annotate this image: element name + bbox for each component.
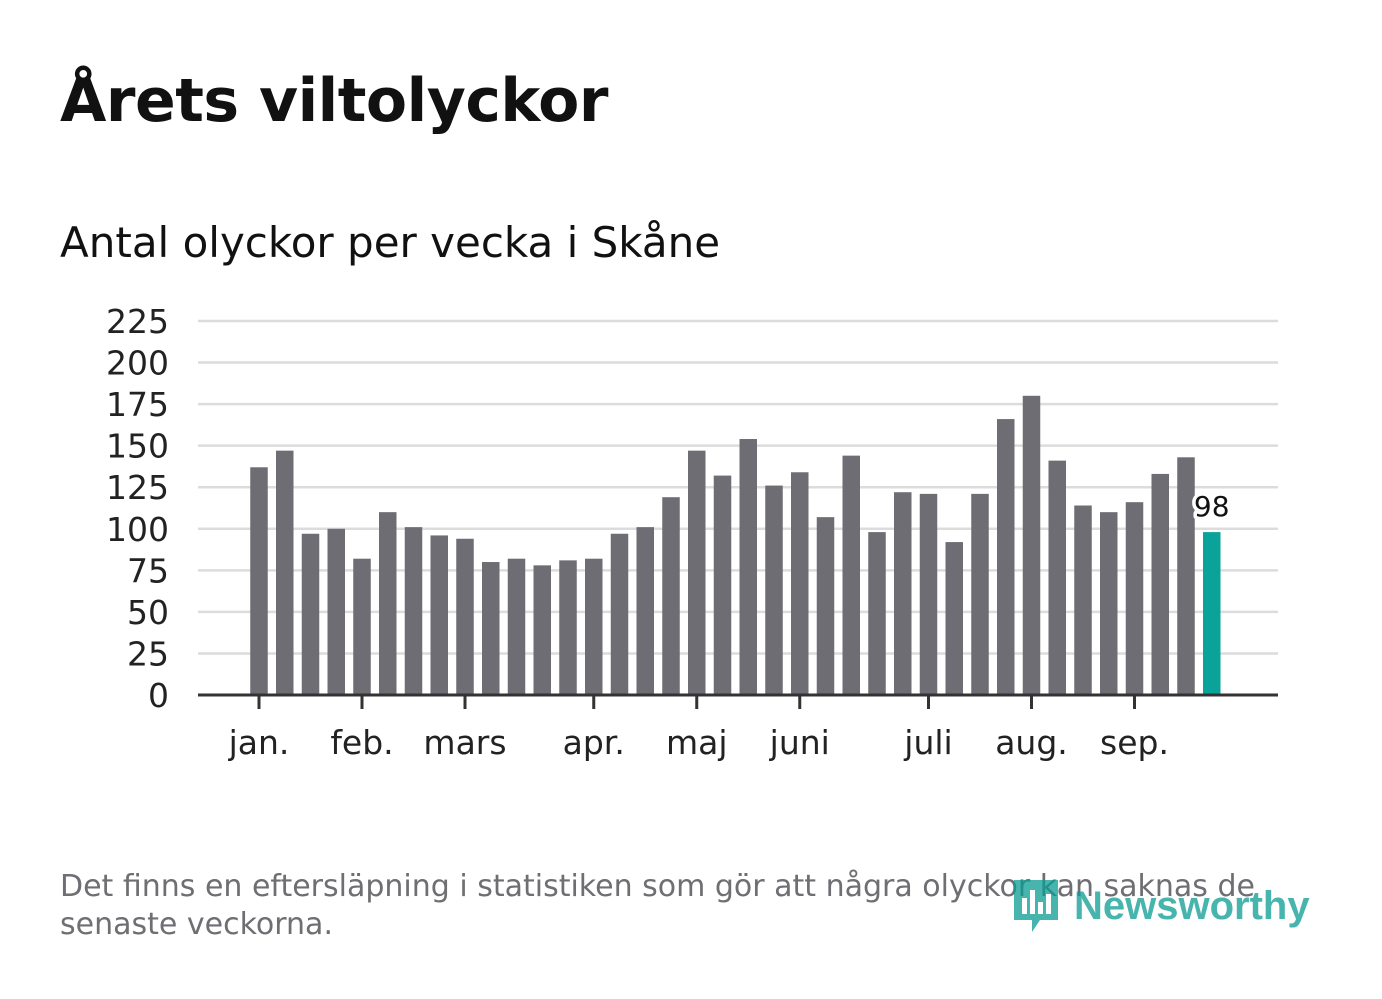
bar bbox=[559, 560, 577, 695]
bar bbox=[1074, 505, 1092, 695]
x-tick-label: juni bbox=[769, 723, 830, 762]
logo-text: Newsworthy bbox=[1074, 883, 1310, 928]
bar bbox=[507, 558, 526, 695]
bar bbox=[533, 565, 551, 695]
bar-highlight bbox=[1203, 532, 1221, 695]
bar bbox=[1022, 395, 1041, 695]
y-tick-label: 0 bbox=[148, 676, 169, 715]
bar bbox=[1151, 473, 1169, 695]
bar bbox=[456, 538, 474, 695]
bar bbox=[816, 517, 835, 695]
bar bbox=[1125, 502, 1144, 695]
bar bbox=[327, 528, 345, 695]
y-tick-label: 225 bbox=[106, 302, 169, 341]
bar bbox=[379, 512, 397, 695]
newsworthy-logo-icon bbox=[1014, 880, 1058, 932]
bar bbox=[765, 485, 783, 695]
bar bbox=[971, 493, 989, 695]
bar bbox=[482, 562, 500, 695]
y-tick-label: 100 bbox=[106, 510, 169, 549]
bar bbox=[662, 497, 680, 695]
y-tick-label: 175 bbox=[106, 385, 169, 424]
y-tick-label: 75 bbox=[127, 551, 169, 590]
y-tick-label: 200 bbox=[106, 344, 169, 383]
y-tick-label: 25 bbox=[127, 634, 169, 673]
x-tick-label: jan. bbox=[228, 723, 290, 762]
bar bbox=[1177, 457, 1195, 695]
x-tick-label: maj bbox=[666, 723, 728, 762]
data-label-halo: 98 bbox=[1194, 490, 1230, 523]
bar bbox=[1100, 512, 1118, 695]
bar bbox=[610, 533, 629, 695]
y-tick-label: 50 bbox=[127, 593, 169, 632]
chart-subtitle: Antal olyckor per vecka i Skåne bbox=[60, 218, 721, 267]
bar bbox=[739, 439, 757, 695]
y-tick-label: 125 bbox=[106, 468, 169, 507]
bar bbox=[430, 535, 448, 695]
x-tick-label: aug. bbox=[995, 723, 1068, 762]
x-tick-label: juli bbox=[903, 723, 952, 762]
bar bbox=[791, 472, 809, 695]
bar bbox=[301, 533, 320, 695]
bar bbox=[1048, 460, 1066, 695]
bar bbox=[894, 492, 912, 695]
bar bbox=[919, 493, 938, 695]
bar bbox=[688, 450, 706, 695]
bar bbox=[276, 450, 294, 695]
bar bbox=[353, 558, 371, 695]
x-tick-label: mars bbox=[423, 723, 506, 762]
bar bbox=[713, 475, 732, 695]
bar bbox=[404, 527, 423, 695]
chart-title: Årets viltolyckor bbox=[60, 66, 609, 136]
x-tick-label: sep. bbox=[1100, 723, 1169, 762]
data-label: 98 bbox=[1194, 490, 1230, 523]
bar bbox=[842, 455, 860, 695]
newsworthy-logo: Newsworthy bbox=[1010, 876, 1310, 936]
x-tick-label: feb. bbox=[330, 723, 393, 762]
x-tick-label: apr. bbox=[563, 723, 625, 762]
bar bbox=[868, 532, 886, 695]
bar bbox=[945, 542, 963, 695]
bar bbox=[585, 558, 603, 695]
bar bbox=[997, 419, 1015, 695]
y-tick-label: 150 bbox=[106, 427, 169, 466]
bar bbox=[250, 467, 268, 695]
bar bbox=[636, 527, 654, 695]
